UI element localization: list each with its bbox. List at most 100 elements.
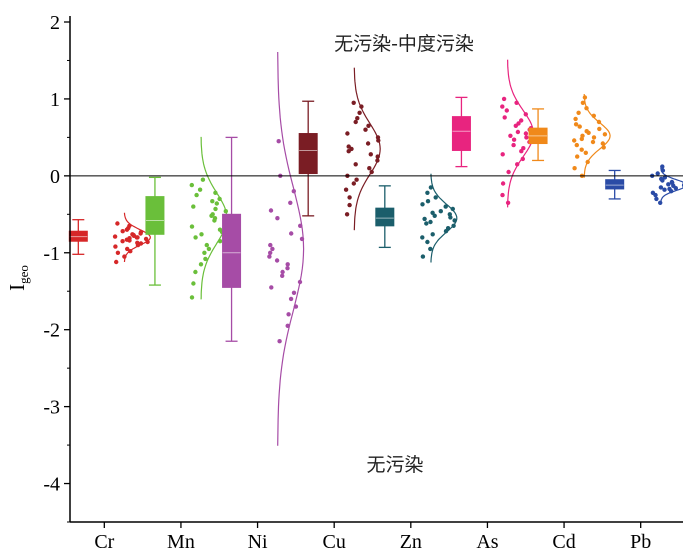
data-point xyxy=(355,116,360,121)
data-point xyxy=(420,235,425,240)
data-point xyxy=(289,231,294,236)
data-point xyxy=(524,135,529,140)
data-point xyxy=(138,231,143,236)
data-point xyxy=(573,116,578,122)
data-point xyxy=(268,242,273,248)
data-point xyxy=(590,139,596,145)
data-point xyxy=(212,218,217,223)
data-point xyxy=(206,246,212,252)
data-point xyxy=(191,204,196,209)
data-point xyxy=(297,279,303,285)
data-point xyxy=(203,256,208,262)
data-point xyxy=(666,182,671,187)
data-point xyxy=(359,104,364,109)
y-tick-label: -3 xyxy=(43,397,60,419)
data-point xyxy=(660,164,665,169)
data-point xyxy=(424,221,429,226)
data-point xyxy=(354,177,359,182)
data-point xyxy=(194,192,199,198)
y-tick-label: -1 xyxy=(43,243,60,265)
data-point xyxy=(268,208,274,213)
y-tick-label: -4 xyxy=(43,474,60,496)
data-point xyxy=(112,234,118,239)
data-point xyxy=(199,232,204,237)
data-point xyxy=(115,221,120,226)
data-point xyxy=(366,123,371,128)
data-point xyxy=(122,254,127,259)
data-point xyxy=(428,219,433,225)
data-point xyxy=(291,189,296,194)
data-point xyxy=(351,100,356,106)
series-ni xyxy=(222,51,305,446)
data-point xyxy=(189,295,195,300)
data-point xyxy=(669,189,674,194)
y-tick-label: 0 xyxy=(50,166,60,188)
data-point xyxy=(344,212,350,217)
data-point xyxy=(369,169,374,175)
data-point xyxy=(502,115,507,120)
data-point xyxy=(420,254,426,259)
data-point xyxy=(586,130,591,135)
data-point xyxy=(500,152,505,157)
data-point xyxy=(351,181,356,186)
series-as xyxy=(451,59,535,208)
data-point xyxy=(658,185,664,190)
data-point xyxy=(286,312,291,317)
data-point xyxy=(505,200,511,205)
data-point xyxy=(508,133,513,138)
box xyxy=(222,213,242,288)
series-mn xyxy=(145,136,230,300)
data-point xyxy=(585,159,590,165)
plot-area xyxy=(68,51,683,446)
data-point xyxy=(600,141,605,146)
data-point xyxy=(197,187,203,192)
data-point xyxy=(658,200,663,205)
data-point xyxy=(189,182,194,188)
density-curve xyxy=(430,173,458,263)
density-curve xyxy=(277,51,305,446)
data-point xyxy=(579,136,584,142)
x-tick-label-cr: Cr xyxy=(94,531,114,553)
data-point xyxy=(365,141,371,146)
data-point xyxy=(572,138,577,143)
data-point xyxy=(276,139,281,144)
data-point xyxy=(451,223,456,228)
data-point xyxy=(596,119,602,125)
x-tick-label-cd: Cd xyxy=(552,531,575,553)
data-point xyxy=(299,236,305,242)
data-point xyxy=(591,135,597,140)
y-axis-label: Igeo xyxy=(5,265,31,291)
data-point xyxy=(597,126,602,132)
data-point xyxy=(602,132,608,137)
data-point xyxy=(213,190,218,195)
data-point xyxy=(353,119,358,125)
density-curve xyxy=(660,167,683,203)
data-point xyxy=(520,156,525,162)
data-point xyxy=(114,259,119,265)
data-point xyxy=(285,266,290,271)
data-point xyxy=(584,106,589,111)
data-point xyxy=(501,96,507,102)
data-point xyxy=(579,147,584,152)
data-point xyxy=(298,223,303,228)
data-point xyxy=(577,124,582,129)
data-point xyxy=(125,246,130,252)
series-pb xyxy=(605,164,683,205)
data-point xyxy=(267,254,272,259)
data-point xyxy=(428,246,433,252)
box xyxy=(298,133,318,175)
data-point xyxy=(438,209,443,214)
data-point xyxy=(376,138,381,143)
data-point xyxy=(448,215,453,220)
box xyxy=(145,196,165,235)
data-point xyxy=(274,258,280,263)
data-point xyxy=(430,232,435,237)
x-tick-label-ni: Ni xyxy=(248,531,268,553)
data-point xyxy=(120,229,125,234)
density-curve xyxy=(123,212,151,262)
data-point xyxy=(357,110,362,116)
data-point xyxy=(515,162,520,167)
data-point xyxy=(662,187,667,192)
data-point xyxy=(514,100,519,106)
